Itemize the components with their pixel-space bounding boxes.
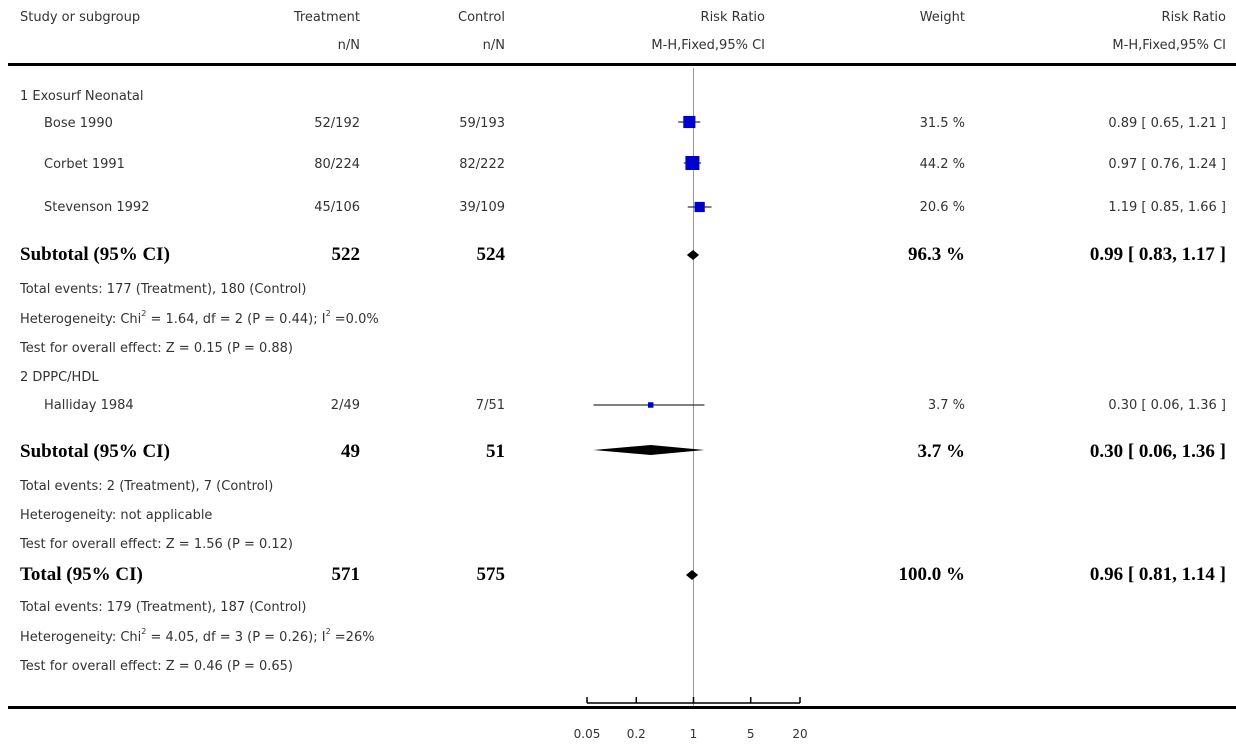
header-treatment: Treatment [293, 10, 360, 25]
study-marker [647, 402, 654, 408]
heterogeneity-post: =26% [330, 630, 375, 645]
subtotal-weight: 3.7 % [917, 441, 966, 462]
x-tick-label: 0.05 [574, 727, 601, 741]
heterogeneity-post: =0.0% [330, 312, 379, 327]
heterogeneity-pre: Heterogeneity: Chi [20, 312, 142, 327]
subtotal-ci: 0.99 [ 0.83, 1.17 ] [1089, 244, 1226, 265]
header-rr-plot: Risk Ratio [700, 10, 765, 25]
header-rr-plot-sub: M-H,Fixed,95% CI [651, 38, 765, 53]
header-rr-sub: M-H,Fixed,95% CI [1112, 38, 1226, 53]
overall-effect: Test for overall effect: Z = 0.46 (P = 0… [20, 659, 293, 674]
header-rule [8, 63, 1236, 66]
study-treatment: 80/224 [314, 157, 360, 172]
x-tick-label: 0.2 [627, 727, 646, 741]
study-weight: 3.7 % [927, 398, 965, 413]
total-events: Total events: 179 (Treatment), 187 (Cont… [20, 600, 307, 615]
study-marker [685, 156, 700, 170]
subtotal-label: Subtotal (95% CI) [20, 244, 170, 265]
study-name: Bose 1990 [44, 116, 113, 131]
subtotal-weight: 96.3 % [908, 244, 965, 265]
heterogeneity-sup: 2 [325, 308, 331, 318]
total-events: Total events: 177 (Treatment), 180 (Cont… [20, 282, 307, 297]
heterogeneity-mid: = 1.64, df = 2 (P = 0.44); I [146, 312, 326, 327]
subtotal-treatment: 522 [331, 244, 361, 265]
total-label: Total (95% CI) [20, 564, 143, 585]
x-tick-label: 1 [690, 727, 698, 741]
heterogeneity-mid: = 4.05, df = 3 (P = 0.26); I [146, 630, 326, 645]
total-treatment: 571 [331, 564, 361, 585]
heterogeneity-sup: 2 [141, 626, 147, 636]
group-label: 1 Exosurf Neonatal [20, 89, 144, 104]
study-treatment: 2/49 [330, 398, 360, 413]
total-weight: 100.0 % [898, 564, 966, 585]
study-name: Stevenson 1992 [44, 200, 150, 215]
summary-diamond [686, 570, 699, 580]
heterogeneity-sup: 2 [141, 308, 147, 318]
study-control: 59/193 [459, 116, 505, 131]
study-name: Corbet 1991 [44, 157, 125, 172]
header-treatment-sub: n/N [337, 38, 360, 53]
subtotal-ci: 0.30 [ 0.06, 1.36 ] [1089, 441, 1226, 462]
heterogeneity-pre: Heterogeneity: Chi [20, 630, 142, 645]
heterogeneity: Heterogeneity: Chi2 = 4.05, df = 3 (P = … [20, 626, 375, 646]
study-control: 39/109 [459, 200, 505, 215]
header-control-sub: n/N [482, 38, 505, 53]
summary-diamond [686, 250, 700, 260]
total-events: Total events: 2 (Treatment), 7 (Control) [20, 479, 274, 494]
summary-diamond [593, 445, 705, 455]
heterogeneity-sup: 2 [325, 626, 331, 636]
study-name: Halliday 1984 [44, 398, 134, 413]
study-weight: 20.6 % [919, 200, 965, 215]
overall-effect: Test for overall effect: Z = 1.56 (P = 0… [20, 537, 293, 552]
subtotal-control: 524 [476, 244, 506, 265]
total-control: 575 [476, 564, 506, 585]
study-control: 7/51 [475, 398, 505, 413]
x-tick-label: 5 [747, 727, 755, 741]
heterogeneity: Heterogeneity: not applicable [20, 508, 213, 523]
group-label: 2 DPPC/HDL [20, 370, 99, 385]
study-treatment: 52/192 [314, 116, 360, 131]
study-ci: 0.30 [ 0.06, 1.36 ] [1108, 398, 1226, 413]
study-ci: 1.19 [ 0.85, 1.66 ] [1108, 200, 1226, 215]
study-weight: 44.2 % [919, 157, 965, 172]
study-weight: 31.5 % [919, 116, 965, 131]
footer-rule [8, 706, 1236, 709]
study-ci: 0.97 [ 0.76, 1.24 ] [1108, 157, 1226, 172]
subtotal-control: 51 [486, 441, 505, 462]
overall-effect: Test for overall effect: Z = 0.15 (P = 0… [20, 341, 293, 356]
x-tick-label: 20 [792, 727, 807, 741]
total-ci: 0.96 [ 0.81, 1.14 ] [1089, 564, 1226, 585]
header-control: Control [458, 10, 505, 25]
study-ci: 0.89 [ 0.65, 1.21 ] [1108, 116, 1226, 131]
subtotal-label: Subtotal (95% CI) [20, 441, 170, 462]
study-control: 82/222 [459, 157, 505, 172]
header-rr: Risk Ratio [1161, 10, 1226, 25]
header-study: Study or subgroup [20, 10, 141, 25]
heterogeneity: Heterogeneity: Chi2 = 1.64, df = 2 (P = … [20, 308, 379, 328]
header-weight: Weight [919, 10, 965, 25]
subtotal-treatment: 49 [341, 441, 360, 462]
study-marker [683, 115, 696, 129]
study-treatment: 45/106 [314, 200, 360, 215]
study-marker [694, 201, 705, 213]
